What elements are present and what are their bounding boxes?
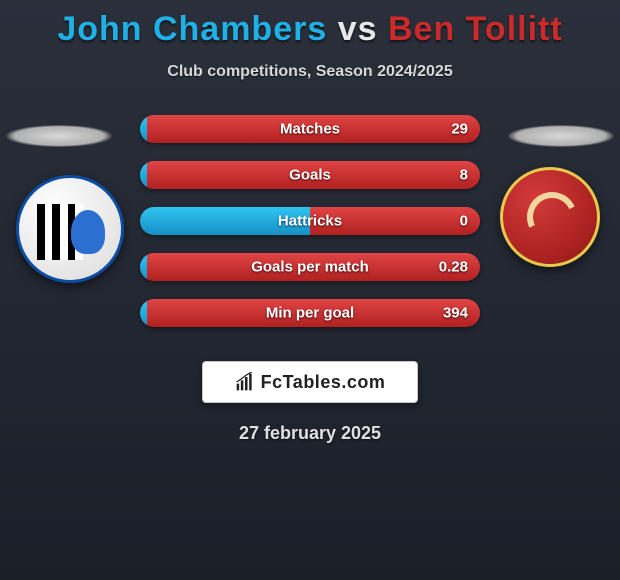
subtitle: Club competitions, Season 2024/2025 [0,63,620,81]
bar-fill-player1 [140,161,147,189]
brand-box[interactable]: FcTables.com [202,361,418,403]
comparison-arena: Matches 29 Goals 8 Hattricks 0 Goals per match… [0,109,620,339]
stat-label: Goals [289,167,331,184]
player1-shadow [6,125,112,147]
page-title: John Chambers vs Ben Tollitt [0,0,620,49]
stat-value: 8 [460,167,468,184]
stat-label: Goals per match [251,259,369,276]
brand-text: FcTables.com [261,372,386,393]
stat-bar: Matches 29 [140,115,480,143]
bar-fill-player1 [140,299,147,327]
chart-icon [235,372,255,392]
stat-value: 0.28 [439,259,468,276]
player1-name: John Chambers [57,10,327,48]
badge-horse-icon [71,210,105,254]
player2-shadow [508,125,614,147]
player2-name: Ben Tollitt [388,10,563,48]
stat-value: 29 [451,121,468,138]
bar-fill-player1 [140,253,147,281]
badge-shrimp-icon [520,185,584,249]
vs-text: vs [338,10,378,48]
stat-value: 0 [460,213,468,230]
gillingham-badge [16,175,124,283]
stat-bar: Goals 8 [140,161,480,189]
date-text: 27 february 2025 [0,423,620,444]
morecambe-badge [500,167,600,267]
stat-label: Min per goal [266,305,354,322]
stat-value: 394 [443,305,468,322]
stat-label: Hattricks [278,213,342,230]
stat-bar: Hattricks 0 [140,207,480,235]
stat-label: Matches [280,121,340,138]
bar-fill-player1 [140,115,147,143]
stat-bar: Min per goal 394 [140,299,480,327]
stat-bars: Matches 29 Goals 8 Hattricks 0 Goals per match… [140,115,480,327]
stat-bar: Goals per match 0.28 [140,253,480,281]
